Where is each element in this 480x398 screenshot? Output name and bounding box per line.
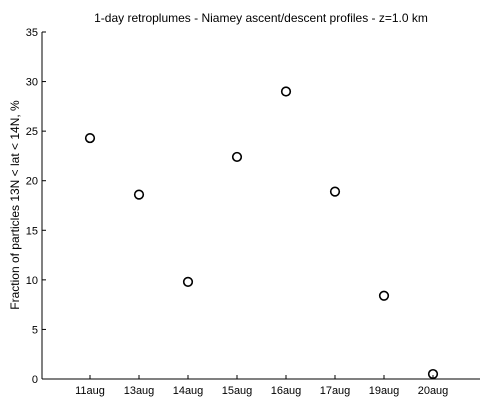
y-axis-label: Fraction of particles 13N < lat < 14N, % — [8, 100, 22, 310]
x-tick-label: 15aug — [222, 385, 253, 397]
x-tick-label: 14aug — [173, 385, 204, 397]
data-point-17aug — [329, 186, 341, 197]
data-point-15aug — [231, 151, 243, 163]
y-tick-label: 0 — [32, 374, 38, 386]
y-tick-label: 20 — [26, 176, 38, 188]
data-point-16aug — [280, 86, 292, 97]
x-tick-label: 11aug — [75, 385, 105, 397]
y-tick-label: 35 — [26, 27, 38, 39]
y-tick-label: 15 — [26, 225, 38, 237]
x-tick-label: 17aug — [320, 385, 351, 397]
x-tick-label: 19aug — [369, 385, 400, 397]
data-points — [84, 86, 439, 380]
data-point-20aug — [427, 368, 439, 380]
y-ticks: 0 5 10 15 20 25 30 35 — [26, 27, 46, 386]
x-ticks: 11aug 13aug 14aug 15aug 16aug 17aug 19aug 20aug — [75, 375, 448, 397]
x-tick-label: 13aug — [124, 385, 155, 397]
y-tick-label: 25 — [26, 126, 38, 138]
y-tick-label: 30 — [26, 77, 38, 89]
y-tick-label: 5 — [32, 324, 38, 336]
data-point-13aug — [133, 189, 145, 200]
x-tick-label: 20aug — [418, 385, 449, 397]
x-tick-label: 16aug — [271, 385, 302, 397]
y-tick-label: 10 — [26, 275, 38, 287]
data-point-14aug — [182, 276, 194, 287]
data-point-19aug — [378, 290, 390, 301]
data-point-11aug — [84, 132, 96, 144]
chart-title: 1-day retroplumes - Niamey ascent/descen… — [94, 11, 428, 25]
